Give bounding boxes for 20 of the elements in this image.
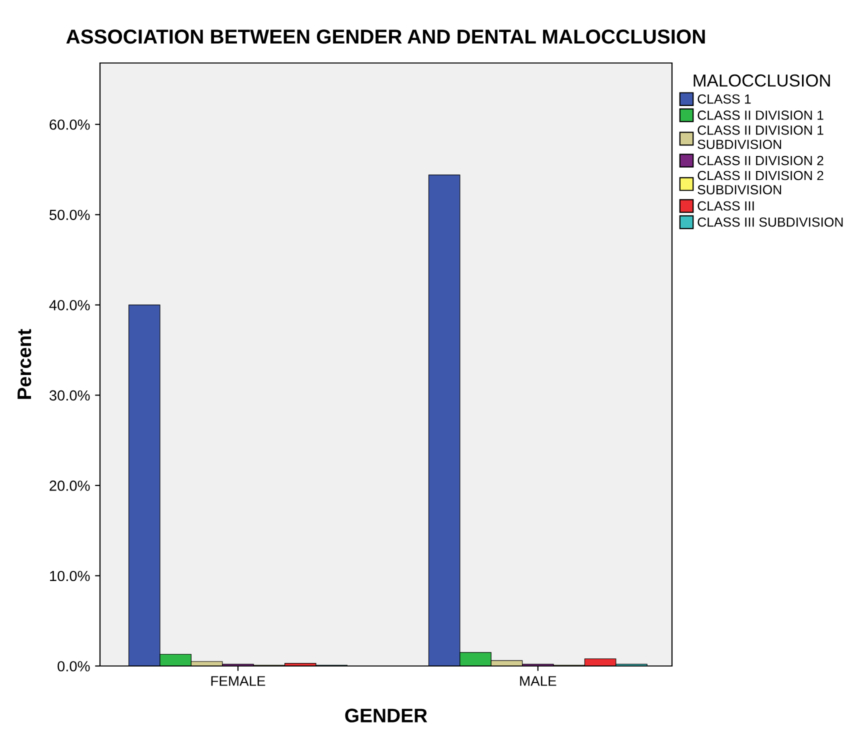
x-tick-label: FEMALE [211, 676, 266, 686]
x-tick-label: MALE [520, 676, 556, 686]
y-tick-label: 60.0% [50, 119, 90, 130]
legend-label: CLASS II DIVISION 1 SUBDIVISION [698, 125, 824, 150]
legend-label: CLASS III [698, 201, 754, 211]
legend-label: CLASS 1 [698, 94, 751, 104]
legend-label: CLASS III SUBDIVISION [698, 217, 843, 227]
y-tick-label: 20.0% [50, 480, 90, 491]
legend-label: CLASS II DIVISION 2 [698, 156, 824, 166]
y-tick-label: 40.0% [49, 300, 90, 310]
y-tick-label: 10.0% [50, 570, 90, 582]
legend-label: CLASS II DIVISION 2 SUBDIVISION [698, 170, 824, 194]
legend-title: MALOCCLUSION [694, 74, 830, 87]
y-tick-label: 50.0% [50, 210, 90, 220]
legend-label: CLASS II DIVISION 1 [698, 110, 824, 120]
y-tick-label: 30.0% [49, 390, 90, 401]
chart-title: ASSOCIATION BETWEEN GENDER AND DENTAL MALOCCLUSION [66, 29, 705, 44]
y-axis-title: Percent [18, 329, 32, 399]
x-axis-title: GENDER [345, 708, 428, 722]
y-tick-label: 0.0% [58, 661, 90, 672]
